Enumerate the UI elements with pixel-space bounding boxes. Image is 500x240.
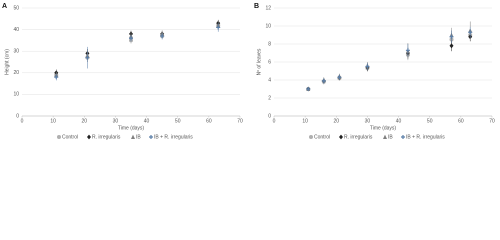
x-tick-label: 70 [489,118,495,124]
y-tick-label: 4 [268,77,271,83]
y-tick-label: 50 [13,5,19,11]
legend-label: Control [62,134,78,140]
legend-marker [57,135,61,139]
marker [321,78,326,83]
x-tick-label: 10 [50,118,56,124]
marker [405,48,410,53]
marker [337,75,342,80]
legend-label: IB + R. irregularis [406,134,445,140]
y-tick-label: 40 [13,27,19,33]
y-tick-label: 12 [265,5,271,11]
marker [468,30,473,35]
legend-marker [149,135,153,139]
y-tick-label: 6 [268,59,271,65]
marker [449,34,454,39]
x-axis-label: Time (days) [370,125,397,131]
x-tick-label: 40 [144,118,150,124]
x-tick-label: 60 [206,118,212,124]
x-tick-label: 10 [302,118,308,124]
legend-label: IB [136,134,141,140]
panel-label: A [2,3,7,10]
x-tick-label: 30 [113,118,119,124]
legend-marker [383,134,387,139]
x-tick-label: 20 [82,118,88,124]
y-tick-label: 20 [13,70,19,76]
marker [160,34,165,39]
marker [85,55,90,60]
y-tick-label: 8 [268,41,271,47]
y-tick-label: 0 [268,113,271,119]
marker [306,87,311,91]
y-tick-label: 10 [265,23,271,29]
x-tick-label: 0 [273,118,276,124]
x-tick-label: 50 [427,118,433,124]
marker [129,36,133,41]
marker [54,75,59,80]
y-axis-label: Height (cm) [4,49,10,75]
x-tick-label: 70 [237,118,243,124]
x-tick-label: 60 [458,118,464,124]
legend-marker [339,134,343,140]
x-tick-label: 50 [175,118,181,124]
legend-label: IB + R. irregularis [154,134,193,140]
y-tick-label: 0 [16,113,19,119]
legend-label: R. irregularis [344,134,373,140]
legend-label: IB [388,134,393,140]
marker [449,43,454,49]
legend-label: R. irregularis [92,134,121,140]
legend-marker [309,135,313,139]
x-tick-label: 30 [365,118,371,124]
x-tick-label: 0 [21,118,24,124]
legend-label: Control [314,134,330,140]
x-axis-label: Time (days) [118,125,145,131]
y-tick-label: 30 [13,49,19,55]
panel-label: B [254,3,259,10]
x-tick-label: 20 [334,118,340,124]
marker [216,25,221,30]
marker [365,64,370,69]
y-tick-label: 10 [13,92,19,98]
legend-marker [87,134,91,140]
y-axis-label: Nº of leaves [256,48,262,75]
legend-marker [131,134,135,139]
page: A 0 10 20 30 40 50 0 10 20 30 40 50 60 70 Time (days) He… [2,2,495,141]
legend-marker [401,135,405,139]
y-tick-label: 2 [268,95,271,101]
x-tick-label: 40 [396,118,402,124]
